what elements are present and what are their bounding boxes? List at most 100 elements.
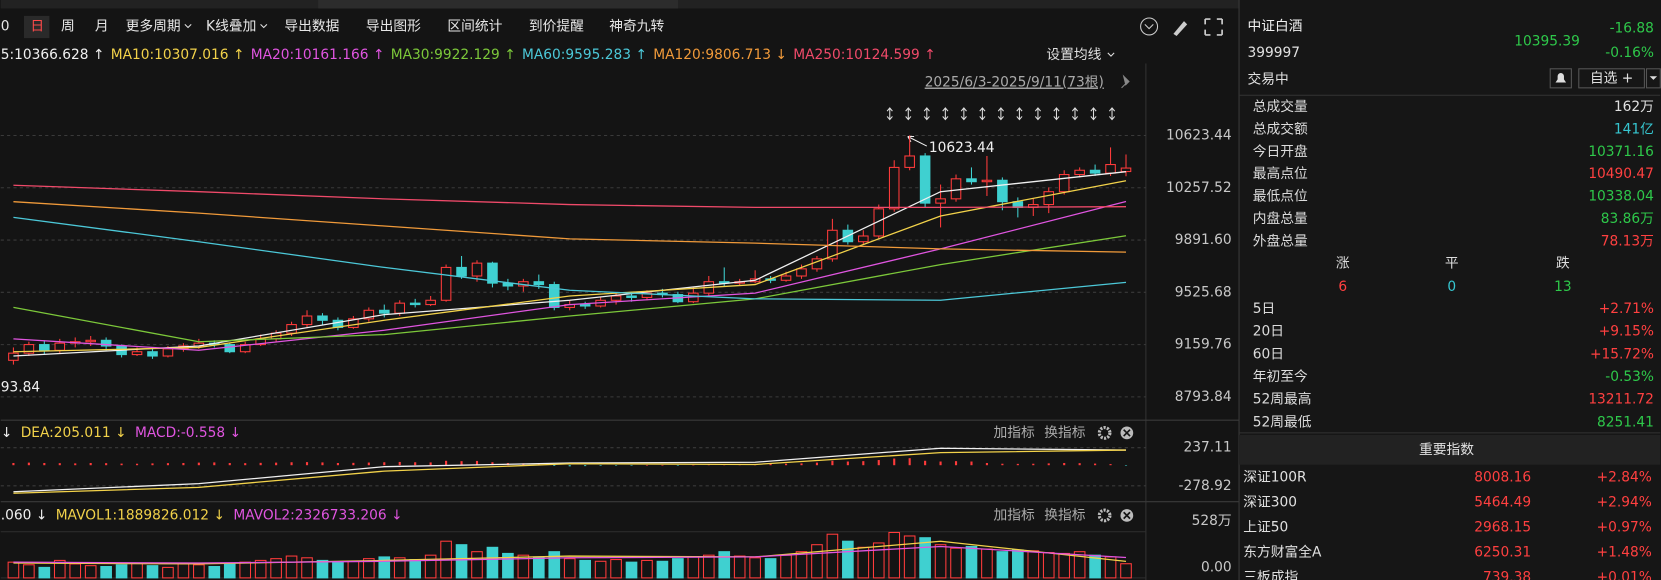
volume-bar xyxy=(625,561,638,579)
indicator-line xyxy=(13,447,1127,493)
candle-body xyxy=(1105,164,1116,174)
dropdown-arrow xyxy=(1649,76,1658,80)
candle-body xyxy=(780,275,792,281)
toolbar-item[interactable]: 月 xyxy=(95,18,109,34)
index-name[interactable]: 上证50 xyxy=(1243,520,1288,536)
ma-settings[interactable]: 设置均线 xyxy=(1046,47,1101,63)
volume-bar xyxy=(424,554,437,579)
candle-body xyxy=(888,166,900,210)
index-name[interactable]: 三板成指 xyxy=(1243,570,1298,580)
volume-bar xyxy=(409,559,422,579)
candle-body xyxy=(579,304,591,307)
candle-body xyxy=(394,302,406,314)
candle-body xyxy=(796,268,807,277)
macd-bar xyxy=(398,461,401,466)
watch-button[interactable] xyxy=(1578,68,1645,89)
volume-bar xyxy=(1073,551,1086,579)
toolbar-item[interactable]: 区间统计 xyxy=(447,18,502,34)
settings-icon[interactable] xyxy=(1097,508,1112,523)
toolbar-item[interactable]: K线叠加 xyxy=(206,18,256,34)
toolbar-item[interactable]: 周 xyxy=(61,18,75,34)
ma-line xyxy=(13,201,1127,253)
candle-body xyxy=(317,315,328,321)
marker-arrow xyxy=(923,107,930,121)
ma-line xyxy=(13,216,1127,301)
alert-button[interactable] xyxy=(1549,68,1572,89)
candle-body xyxy=(487,262,498,284)
index-name[interactable]: 东方财富全A xyxy=(1243,544,1322,561)
volume-bar xyxy=(872,542,885,579)
macd-bar xyxy=(74,463,77,466)
volume-bar xyxy=(718,551,731,579)
macd-bar xyxy=(352,462,355,466)
ma-legend-item: 5:10366.628 ↑ xyxy=(1,47,105,63)
macd-bar xyxy=(1001,463,1004,466)
stat-value: 83.86万 xyxy=(1601,211,1654,227)
candle-body xyxy=(1074,169,1085,176)
toolbar-item[interactable]: 神奇九转 xyxy=(609,17,664,34)
indices-title: 重要指数 xyxy=(1419,442,1474,458)
volume-bar xyxy=(1042,552,1055,579)
toolbar-item[interactable]: 导出图形 xyxy=(366,18,421,34)
marker-arrow xyxy=(960,107,967,121)
volume-bar xyxy=(1027,550,1040,579)
index-name[interactable]: 深证100R xyxy=(1243,469,1307,485)
marker-arrow xyxy=(1034,107,1041,121)
volume-bar xyxy=(811,544,823,579)
candle-body xyxy=(626,295,637,298)
collapse-icon[interactable] xyxy=(1140,17,1159,36)
volume-bar xyxy=(610,559,622,579)
indicator-legend: MACD:-0.558 ↓ xyxy=(135,425,241,441)
indicator-button[interactable]: 换指标 xyxy=(1044,506,1086,523)
ma-legend-item: MA60:9595.283 ↑ xyxy=(522,47,647,63)
stat-value: 141亿 xyxy=(1614,121,1654,137)
pin-icon[interactable] xyxy=(1121,74,1130,89)
macd-bar xyxy=(305,462,309,466)
index-value: 5464.49 xyxy=(1474,494,1531,510)
index-value: 8008.16 xyxy=(1474,469,1531,485)
watch-dropdown[interactable] xyxy=(1645,68,1661,89)
return-label: 20日 xyxy=(1253,324,1284,340)
return-value: +15.72% xyxy=(1590,346,1654,362)
candle-body xyxy=(533,281,545,286)
candle-body xyxy=(425,299,436,306)
settings-icon[interactable] xyxy=(1097,426,1112,440)
indicator-button[interactable]: 加指标 xyxy=(993,425,1035,441)
draw-icon[interactable] xyxy=(1173,21,1188,36)
toolbar-item[interactable]: 导出数据 xyxy=(284,18,339,34)
indicator-button[interactable]: 加指标 xyxy=(993,507,1035,523)
toolbar-item[interactable]: 更多周期 xyxy=(126,17,181,34)
volume-bar xyxy=(563,558,576,579)
volume-bar xyxy=(532,556,545,579)
toolbar-item[interactable]: 到价提醒 xyxy=(529,18,584,34)
volume-bar xyxy=(131,562,143,579)
macd-bar xyxy=(877,460,880,466)
fullscreen-icon[interactable] xyxy=(1204,18,1223,36)
candle-body xyxy=(641,292,653,298)
volume-bar xyxy=(502,552,514,579)
volume-bar xyxy=(857,546,870,579)
volume-bar xyxy=(393,557,406,579)
indicator-button[interactable]: 换指标 xyxy=(1044,424,1086,441)
toolbar-item[interactable]: 日 xyxy=(30,18,44,34)
volume-bar xyxy=(162,566,174,579)
volume-bar xyxy=(517,554,530,579)
candle-body xyxy=(919,155,931,204)
quote-change-pct: -0.16% xyxy=(1605,45,1654,61)
macd-bar xyxy=(553,465,556,466)
breadth-value: 13 xyxy=(1554,279,1571,295)
stat-value: 78.13万 xyxy=(1601,234,1654,250)
macd-bar xyxy=(383,462,386,466)
macd-bar xyxy=(954,461,958,466)
indicator-line xyxy=(13,545,1127,564)
marker-arrow xyxy=(1071,107,1079,121)
date-range[interactable]: 2025/6/3-2025/9/11(73根) xyxy=(925,75,1104,91)
index-name[interactable]: 深证300 xyxy=(1243,494,1297,510)
volume-bar xyxy=(795,551,808,579)
stat-value: 10338.04 xyxy=(1588,189,1654,205)
toolbar-item[interactable]: 0 xyxy=(1,18,10,34)
return-label: 52周最低 xyxy=(1253,414,1312,430)
watch-label[interactable]: 自选 + xyxy=(1590,70,1633,86)
breadth-value: 6 xyxy=(1338,279,1347,295)
volume-bar xyxy=(285,555,298,579)
